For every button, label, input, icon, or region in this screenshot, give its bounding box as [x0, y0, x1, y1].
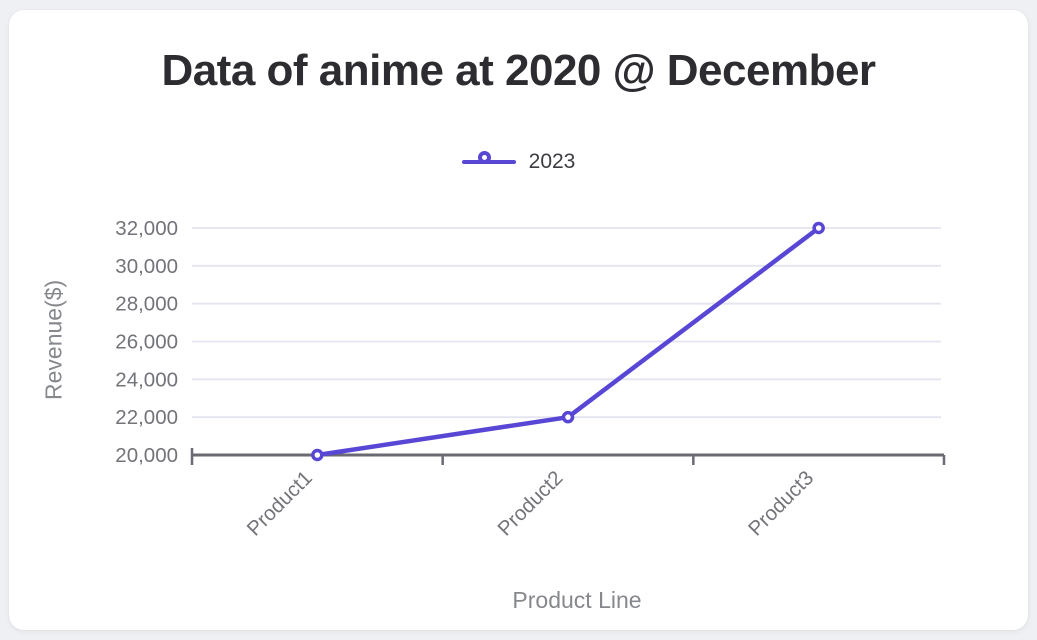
y-tick-label: 32,000 — [115, 217, 178, 240]
x-tick-label: Product2 — [493, 466, 567, 540]
y-tick-label: 26,000 — [115, 331, 178, 354]
y-tick-label: 20,000 — [115, 444, 178, 467]
legend-item-2023[interactable]: 2023 — [9, 149, 1028, 175]
y-tick-label: 30,000 — [115, 255, 178, 278]
x-axis-title: Product Line — [512, 587, 642, 613]
chart-card: Data of anime at 2020 @ December 2023 Re… — [9, 10, 1028, 630]
x-tick-label: Product1 — [243, 466, 317, 540]
data-point-marker[interactable] — [812, 221, 825, 235]
legend-circle-marker — [477, 151, 491, 164]
y-tick-label: 28,000 — [115, 293, 178, 316]
x-tick-label: Product3 — [744, 466, 818, 540]
y-tick-label: 22,000 — [115, 406, 178, 429]
legend-line-marker-icon — [461, 151, 516, 173]
legend-label: 2023 — [528, 150, 576, 173]
data-point-marker[interactable] — [311, 448, 324, 462]
y-tick-label: 24,000 — [115, 368, 178, 391]
chart-title: Data of anime at 2020 @ December — [161, 46, 876, 95]
data-point-marker[interactable] — [561, 410, 575, 424]
